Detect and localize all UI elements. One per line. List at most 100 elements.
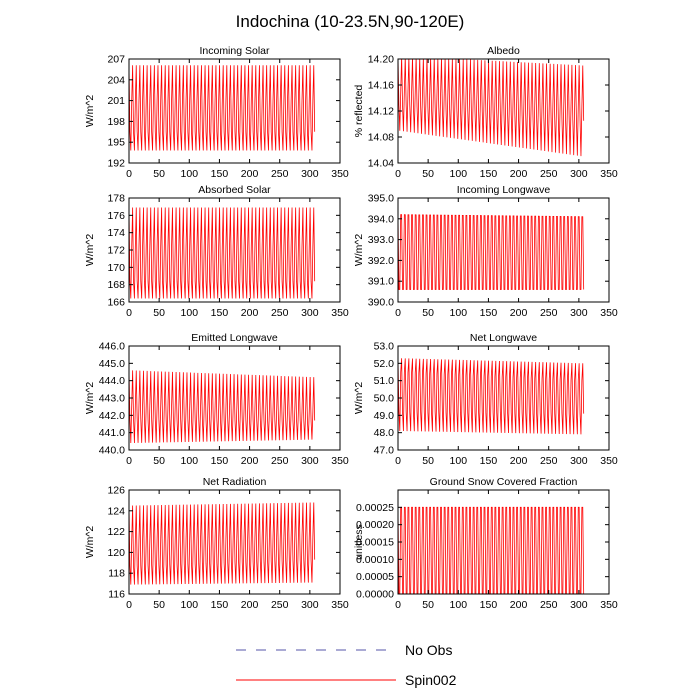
y-tick-label: 0.00020 bbox=[356, 519, 394, 531]
x-tick-label: 0 bbox=[126, 168, 132, 180]
y-axis-label: W/m^2 bbox=[84, 526, 96, 559]
y-tick-label: 50.0 bbox=[374, 393, 395, 405]
y-tick-label: 120 bbox=[107, 547, 125, 559]
y-tick-label: 204 bbox=[107, 74, 125, 86]
x-tick-label: 50 bbox=[422, 455, 434, 467]
x-tick-label: 300 bbox=[570, 599, 588, 611]
x-tick-label: 50 bbox=[153, 455, 165, 467]
x-tick-label: 150 bbox=[480, 599, 498, 611]
y-tick-label: 445.0 bbox=[99, 358, 125, 370]
x-tick-label: 50 bbox=[153, 168, 165, 180]
x-tick-label: 150 bbox=[480, 455, 498, 467]
y-tick-label: 48.0 bbox=[374, 427, 395, 439]
legend: No Obs Spin002 bbox=[236, 642, 457, 688]
x-tick-label: 200 bbox=[510, 599, 528, 611]
x-tick-label: 250 bbox=[540, 455, 558, 467]
y-tick-label: 174 bbox=[107, 227, 125, 239]
y-tick-label: 168 bbox=[107, 279, 125, 291]
panel-title: Emitted Longwave bbox=[191, 332, 278, 344]
y-tick-label: 51.0 bbox=[374, 375, 395, 387]
panel-albedo: Albedo % reflected 0 50 100 150 200 250 300 350 14… bbox=[353, 45, 618, 180]
x-tick-label: 150 bbox=[211, 455, 229, 467]
x-tick-label: 50 bbox=[422, 168, 434, 180]
x-tick-label: 250 bbox=[540, 168, 558, 180]
x-tick-label: 250 bbox=[271, 307, 289, 319]
panel-net-radiation: Net Radiation W/m^2 0 50 100 150 200 250 300 350 1… bbox=[84, 476, 349, 611]
x-tick-label: 0 bbox=[395, 599, 401, 611]
y-tick-label: 126 bbox=[107, 485, 125, 497]
series-line-spin002 bbox=[398, 506, 585, 594]
x-tick-label: 300 bbox=[570, 168, 588, 180]
x-tick-label: 100 bbox=[181, 307, 199, 319]
series-line-spin002 bbox=[129, 65, 316, 151]
x-tick-label: 100 bbox=[181, 455, 199, 467]
y-tick-label: 442.0 bbox=[99, 410, 125, 422]
y-tick-label: 53.0 bbox=[374, 341, 395, 353]
y-tick-label: 443.0 bbox=[99, 393, 125, 405]
x-tick-label: 350 bbox=[600, 307, 618, 319]
y-tick-label: 116 bbox=[108, 589, 125, 601]
legend-no-obs-label: No Obs bbox=[405, 642, 452, 658]
y-tick-label: 14.20 bbox=[368, 54, 394, 66]
panel-title: Net Longwave bbox=[470, 332, 537, 344]
figure-title: Indochina (10-23.5N,90-120E) bbox=[236, 12, 465, 31]
panel-title: Absorbed Solar bbox=[198, 184, 271, 196]
y-tick-label: 14.08 bbox=[368, 132, 394, 144]
x-tick-label: 100 bbox=[450, 599, 468, 611]
panel-title: Incoming Longwave bbox=[457, 184, 551, 196]
plot-frame bbox=[397, 197, 610, 303]
y-tick-label: 0.00025 bbox=[356, 502, 394, 514]
x-tick-label: 150 bbox=[211, 168, 229, 180]
y-tick-label: 392.0 bbox=[368, 255, 394, 267]
y-axis-label: W/m^2 bbox=[84, 95, 96, 128]
x-tick-label: 350 bbox=[600, 599, 618, 611]
y-tick-label: 52.0 bbox=[374, 358, 395, 370]
y-tick-label: 198 bbox=[107, 116, 125, 128]
x-tick-label: 200 bbox=[241, 599, 259, 611]
x-tick-label: 150 bbox=[211, 307, 229, 319]
x-tick-label: 250 bbox=[540, 599, 558, 611]
y-tick-label: 0.00015 bbox=[356, 537, 394, 549]
y-tick-label: 441.0 bbox=[99, 427, 125, 439]
series-line-spin002 bbox=[398, 59, 585, 157]
y-tick-label: 118 bbox=[108, 568, 125, 580]
x-tick-label: 350 bbox=[331, 168, 349, 180]
x-tick-label: 100 bbox=[181, 168, 199, 180]
panel-title: Ground Snow Covered Fraction bbox=[430, 476, 578, 488]
y-axis-label: W/m^2 bbox=[353, 234, 365, 267]
x-tick-label: 150 bbox=[480, 168, 498, 180]
x-tick-label: 0 bbox=[126, 599, 132, 611]
y-axis-label: % reflected bbox=[353, 85, 365, 138]
panel-emitted-longwave: Emitted Longwave W/m^2 0 50 100 150 200 250 300 3… bbox=[84, 332, 349, 467]
x-tick-label: 300 bbox=[301, 599, 319, 611]
x-tick-label: 200 bbox=[241, 307, 259, 319]
panel-title: Albedo bbox=[487, 45, 520, 57]
x-tick-label: 300 bbox=[301, 168, 319, 180]
y-tick-label: 393.0 bbox=[368, 234, 394, 246]
y-tick-label: 14.12 bbox=[368, 106, 394, 118]
y-tick-label: 201 bbox=[107, 95, 125, 107]
y-axis-label: W/m^2 bbox=[353, 382, 365, 415]
x-tick-label: 50 bbox=[422, 307, 434, 319]
y-tick-label: 390.0 bbox=[368, 297, 394, 309]
y-axis-label: unitless bbox=[353, 524, 365, 560]
x-tick-label: 200 bbox=[510, 307, 528, 319]
y-tick-label: 47.0 bbox=[374, 445, 395, 457]
y-tick-label: 440.0 bbox=[99, 445, 125, 457]
x-tick-label: 350 bbox=[331, 455, 349, 467]
panel-net-longwave: Net Longwave W/m^2 0 50 100 150 200 250 300 350 47… bbox=[353, 332, 618, 467]
x-tick-label: 0 bbox=[395, 455, 401, 467]
y-tick-label: 122 bbox=[107, 526, 125, 538]
y-tick-label: 192 bbox=[107, 158, 125, 170]
y-tick-label: 166 bbox=[107, 297, 125, 309]
x-tick-label: 250 bbox=[271, 599, 289, 611]
x-tick-label: 50 bbox=[153, 307, 165, 319]
y-tick-label: 444.0 bbox=[99, 375, 125, 387]
y-tick-label: 172 bbox=[107, 245, 125, 257]
panel-title: Net Radiation bbox=[203, 476, 267, 488]
plot-frame bbox=[128, 489, 341, 595]
x-tick-label: 250 bbox=[271, 168, 289, 180]
x-tick-label: 200 bbox=[241, 455, 259, 467]
y-tick-label: 176 bbox=[107, 210, 125, 222]
